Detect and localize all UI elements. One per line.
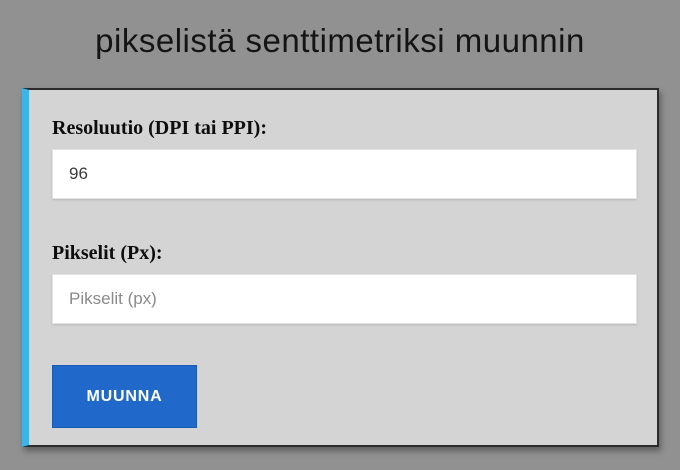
converter-card: Resoluutio (DPI tai PPI): Pikselit (Px):… bbox=[22, 88, 659, 447]
page-title: pikselistä senttimetriksi muunnin bbox=[95, 22, 585, 59]
convert-button[interactable]: MUUNNA bbox=[52, 365, 197, 428]
pixels-field-group: Pikselit (Px): bbox=[52, 242, 637, 324]
resolution-field-group: Resoluutio (DPI tai PPI): bbox=[52, 117, 637, 199]
pixels-label: Pikselit (Px): bbox=[52, 242, 163, 264]
resolution-label: Resoluutio (DPI tai PPI): bbox=[52, 117, 267, 139]
pixels-input[interactable] bbox=[52, 274, 637, 324]
resolution-input[interactable] bbox=[52, 149, 637, 199]
